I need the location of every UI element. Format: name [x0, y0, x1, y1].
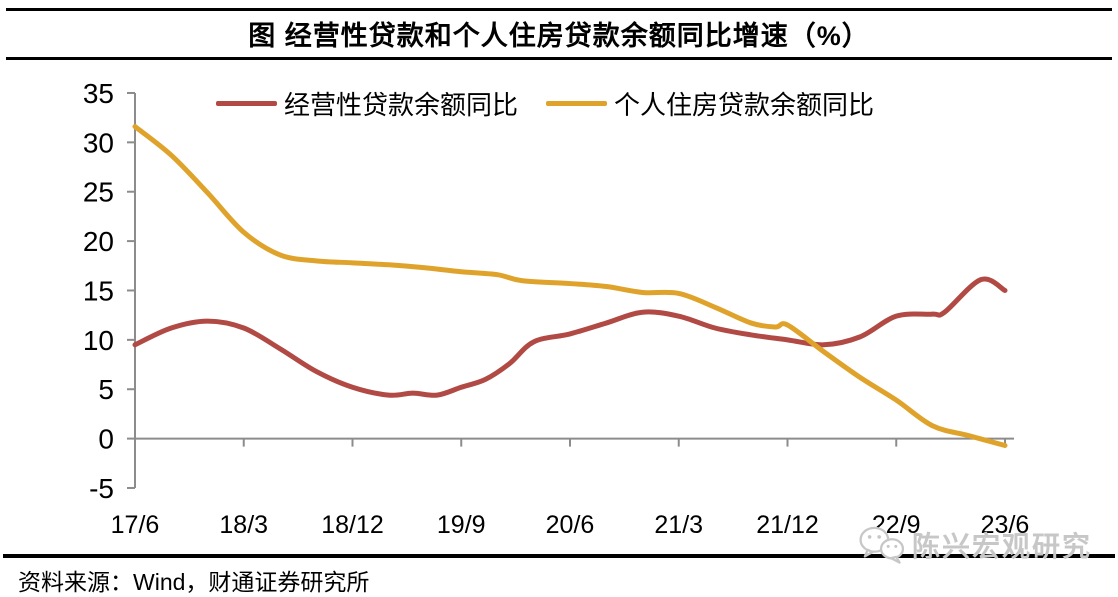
x-tick-label: 21/12 [756, 511, 819, 539]
x-tick-label: 21/3 [654, 511, 703, 539]
y-tick-label: 20 [83, 226, 114, 257]
legend-item-operating-loans: 经营性贷款余额同比 [216, 85, 518, 122]
title-divider-rule [6, 57, 1112, 60]
x-tick-label: 18/3 [219, 511, 268, 539]
legend-label-operating-loans: 经营性贷款余额同比 [284, 90, 519, 120]
y-tick-label: 0 [98, 424, 114, 455]
series-line-operating-loans [132, 276, 1008, 398]
legend-item-housing-loans: 个人住房贷款余额同比 [546, 85, 874, 122]
y-tick-label: -5 [89, 473, 114, 504]
x-tick-label: 19/9 [437, 511, 486, 539]
chart-legend: 经营性贷款余额同比 个人住房贷款余额同比 [216, 85, 874, 122]
y-tick-label: 30 [83, 127, 114, 158]
y-tick-label: 10 [83, 325, 114, 356]
y-tick-label: 5 [98, 374, 114, 405]
top-rule [6, 8, 1112, 11]
x-tick-label: 18/12 [321, 511, 384, 539]
y-tick-label: 15 [83, 275, 114, 306]
y-tick-label: 25 [83, 177, 114, 208]
watermark-label: 陈兴宏观研究 [912, 531, 1093, 562]
x-tick-label: 20/6 [546, 511, 595, 539]
legend-label-housing-loans: 个人住房贷款余额同比 [614, 90, 875, 120]
x-tick-label: 17/6 [111, 511, 160, 539]
axes [127, 91, 1014, 489]
legend-swatch-housing-loans [546, 101, 608, 106]
bottom-rule [3, 554, 1115, 558]
x-tick-label: 23/6 [981, 511, 1030, 539]
series-line-housing-loans [132, 124, 1008, 449]
source-note: 资料来源：Wind，财通证券研究所 [18, 569, 370, 595]
chart-title: 图 经营性贷款和个人住房贷款余额同比增速（%） [248, 21, 870, 51]
legend-swatch-operating-loans [216, 101, 277, 106]
wechat-icon [859, 526, 905, 564]
y-tick-label: 35 [83, 78, 114, 109]
watermark: 陈兴宏观研究 [858, 525, 1092, 565]
